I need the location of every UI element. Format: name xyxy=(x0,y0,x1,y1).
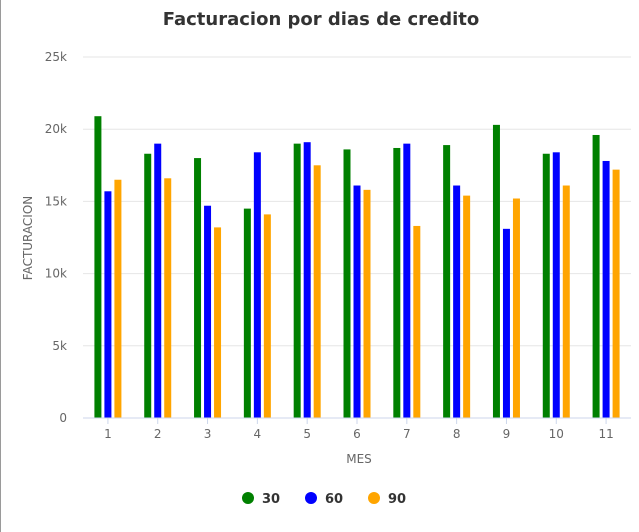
x-tick-label: 1 xyxy=(104,427,112,441)
x-tick-label: 5 xyxy=(303,427,311,441)
x-tick-label: 2 xyxy=(154,427,162,441)
bar-series-90-mes-10[interactable] xyxy=(562,185,570,418)
x-tick-label: 4 xyxy=(254,427,262,441)
bar-series-90-mes-11[interactable] xyxy=(612,169,620,418)
bar-series-60-mes-4[interactable] xyxy=(253,152,261,418)
bar-series-60-mes-6[interactable] xyxy=(353,185,361,418)
bar-series-60-mes-2[interactable] xyxy=(154,143,162,418)
bar-series-90-mes-9[interactable] xyxy=(512,198,520,418)
legend: 30 60 90 xyxy=(242,492,406,507)
x-tick-label: 7 xyxy=(403,427,411,441)
bar-series-30-mes-2[interactable] xyxy=(144,153,152,419)
bar-series-60-mes-7[interactable] xyxy=(403,143,411,418)
bar-series-60-mes-1[interactable] xyxy=(104,191,112,418)
bar-series-30-mes-8[interactable] xyxy=(443,145,451,419)
bar-series-60-mes-5[interactable] xyxy=(303,142,311,419)
bar-series-30-mes-1[interactable] xyxy=(94,116,102,418)
y-tick-label: 15k xyxy=(45,194,67,208)
y-axis-ticks: 0 5k 10k 15k 20k 25k xyxy=(45,50,67,425)
y-tick-label: 20k xyxy=(45,122,67,136)
bar-series-90-mes-3[interactable] xyxy=(214,227,222,418)
bar-series-90-mes-8[interactable] xyxy=(463,195,471,418)
legend-marker xyxy=(368,492,380,504)
legend-label: 30 xyxy=(262,492,280,507)
y-axis-title: FACTURACION xyxy=(21,196,35,280)
bar-series-90-mes-1[interactable] xyxy=(114,179,122,418)
legend-marker xyxy=(305,492,317,504)
bar-series-30-mes-11[interactable] xyxy=(592,134,600,418)
x-tick-label: 8 xyxy=(453,427,461,441)
bar-series-90-mes-7[interactable] xyxy=(413,225,421,418)
bar-series-30-mes-3[interactable] xyxy=(194,158,202,418)
y-tick-label: 25k xyxy=(45,50,67,64)
bar-series-60-mes-10[interactable] xyxy=(552,152,560,418)
legend-label: 90 xyxy=(388,492,406,507)
legend-marker xyxy=(242,492,254,504)
bar-series-30-mes-6[interactable] xyxy=(343,149,351,418)
x-axis-title: MES xyxy=(346,452,372,466)
bar-series-90-mes-6[interactable] xyxy=(363,189,371,418)
bar-series-30-mes-5[interactable] xyxy=(293,143,301,418)
bar-series-90-mes-4[interactable] xyxy=(263,214,271,418)
bar-series-90-mes-2[interactable] xyxy=(164,178,172,418)
x-tick-label: 9 xyxy=(503,427,511,441)
bar-series-30-mes-9[interactable] xyxy=(492,124,500,419)
bar-series-30-mes-10[interactable] xyxy=(542,153,550,419)
bar-series-60-mes-9[interactable] xyxy=(502,228,510,418)
x-tick-label: 3 xyxy=(204,427,212,441)
legend-item-30[interactable]: 30 xyxy=(242,492,280,507)
legend-label: 60 xyxy=(325,492,343,507)
legend-item-90[interactable]: 90 xyxy=(368,492,406,507)
chart-title: Facturacion por dias de credito xyxy=(163,9,480,30)
x-tick-label: 10 xyxy=(549,427,564,441)
bar-series-60-mes-3[interactable] xyxy=(204,205,212,418)
x-axis-ticks: 1 2 3 4 5 6 7 8 9 10 11 xyxy=(104,418,614,441)
bar-series-60-mes-11[interactable] xyxy=(602,160,610,418)
y-tick-label: 0 xyxy=(59,411,67,425)
bar-series-60-mes-8[interactable] xyxy=(453,185,461,418)
bar-series-30-mes-7[interactable] xyxy=(393,147,401,419)
bar-series-30-mes-4[interactable] xyxy=(243,208,251,418)
y-tick-label: 5k xyxy=(52,339,67,353)
bar-series-90-mes-5[interactable] xyxy=(313,165,321,418)
x-tick-label: 11 xyxy=(598,427,613,441)
y-tick-label: 10k xyxy=(45,267,67,281)
x-tick-label: 6 xyxy=(353,427,361,441)
bars xyxy=(94,116,620,419)
legend-item-60[interactable]: 60 xyxy=(305,492,343,507)
